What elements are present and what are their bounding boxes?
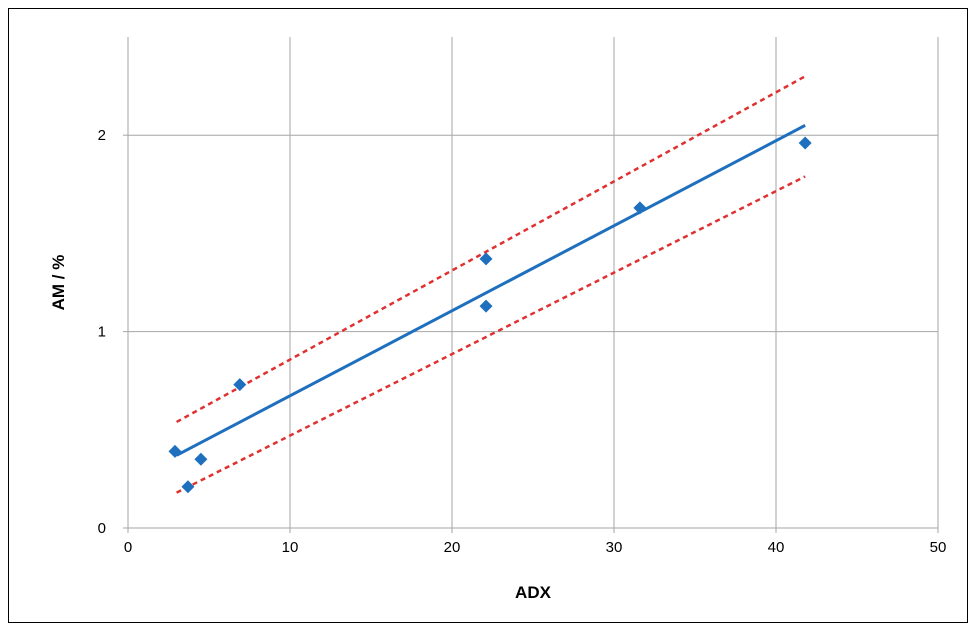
- data-point: [633, 201, 647, 215]
- data-point: [168, 444, 182, 458]
- y-tick-label: 0: [98, 520, 106, 537]
- confidence-bound-line: [176, 175, 806, 494]
- data-point: [479, 252, 493, 266]
- x-tick-label: 0: [124, 539, 132, 556]
- y-tick-labels: 0 1 2: [98, 127, 106, 537]
- data-point: [181, 480, 195, 494]
- data-point: [233, 378, 247, 392]
- data-point: [479, 299, 493, 313]
- x-tick-label: 30: [606, 539, 623, 556]
- x-tick-label: 20: [444, 539, 461, 556]
- confidence-bound-line: [175, 75, 806, 424]
- data-point: [798, 136, 812, 150]
- y-tick-label: 2: [98, 127, 106, 144]
- x-axis-title: ADX: [515, 583, 552, 602]
- x-tick-label: 40: [768, 539, 785, 556]
- regression-line: [175, 124, 806, 457]
- grid: [127, 37, 939, 528]
- data-points: [168, 136, 812, 494]
- x-tick-labels: 0 10 20 30 40 50: [124, 539, 947, 556]
- chart-frame: [8, 8, 968, 623]
- data-point: [194, 452, 208, 466]
- x-tick-label: 10: [282, 539, 299, 556]
- y-tick-label: 1: [98, 324, 106, 341]
- x-tick-label: 50: [930, 539, 947, 556]
- axes: [123, 37, 939, 533]
- trend-lines: [175, 75, 806, 494]
- y-axis-title: AM / %: [49, 255, 68, 311]
